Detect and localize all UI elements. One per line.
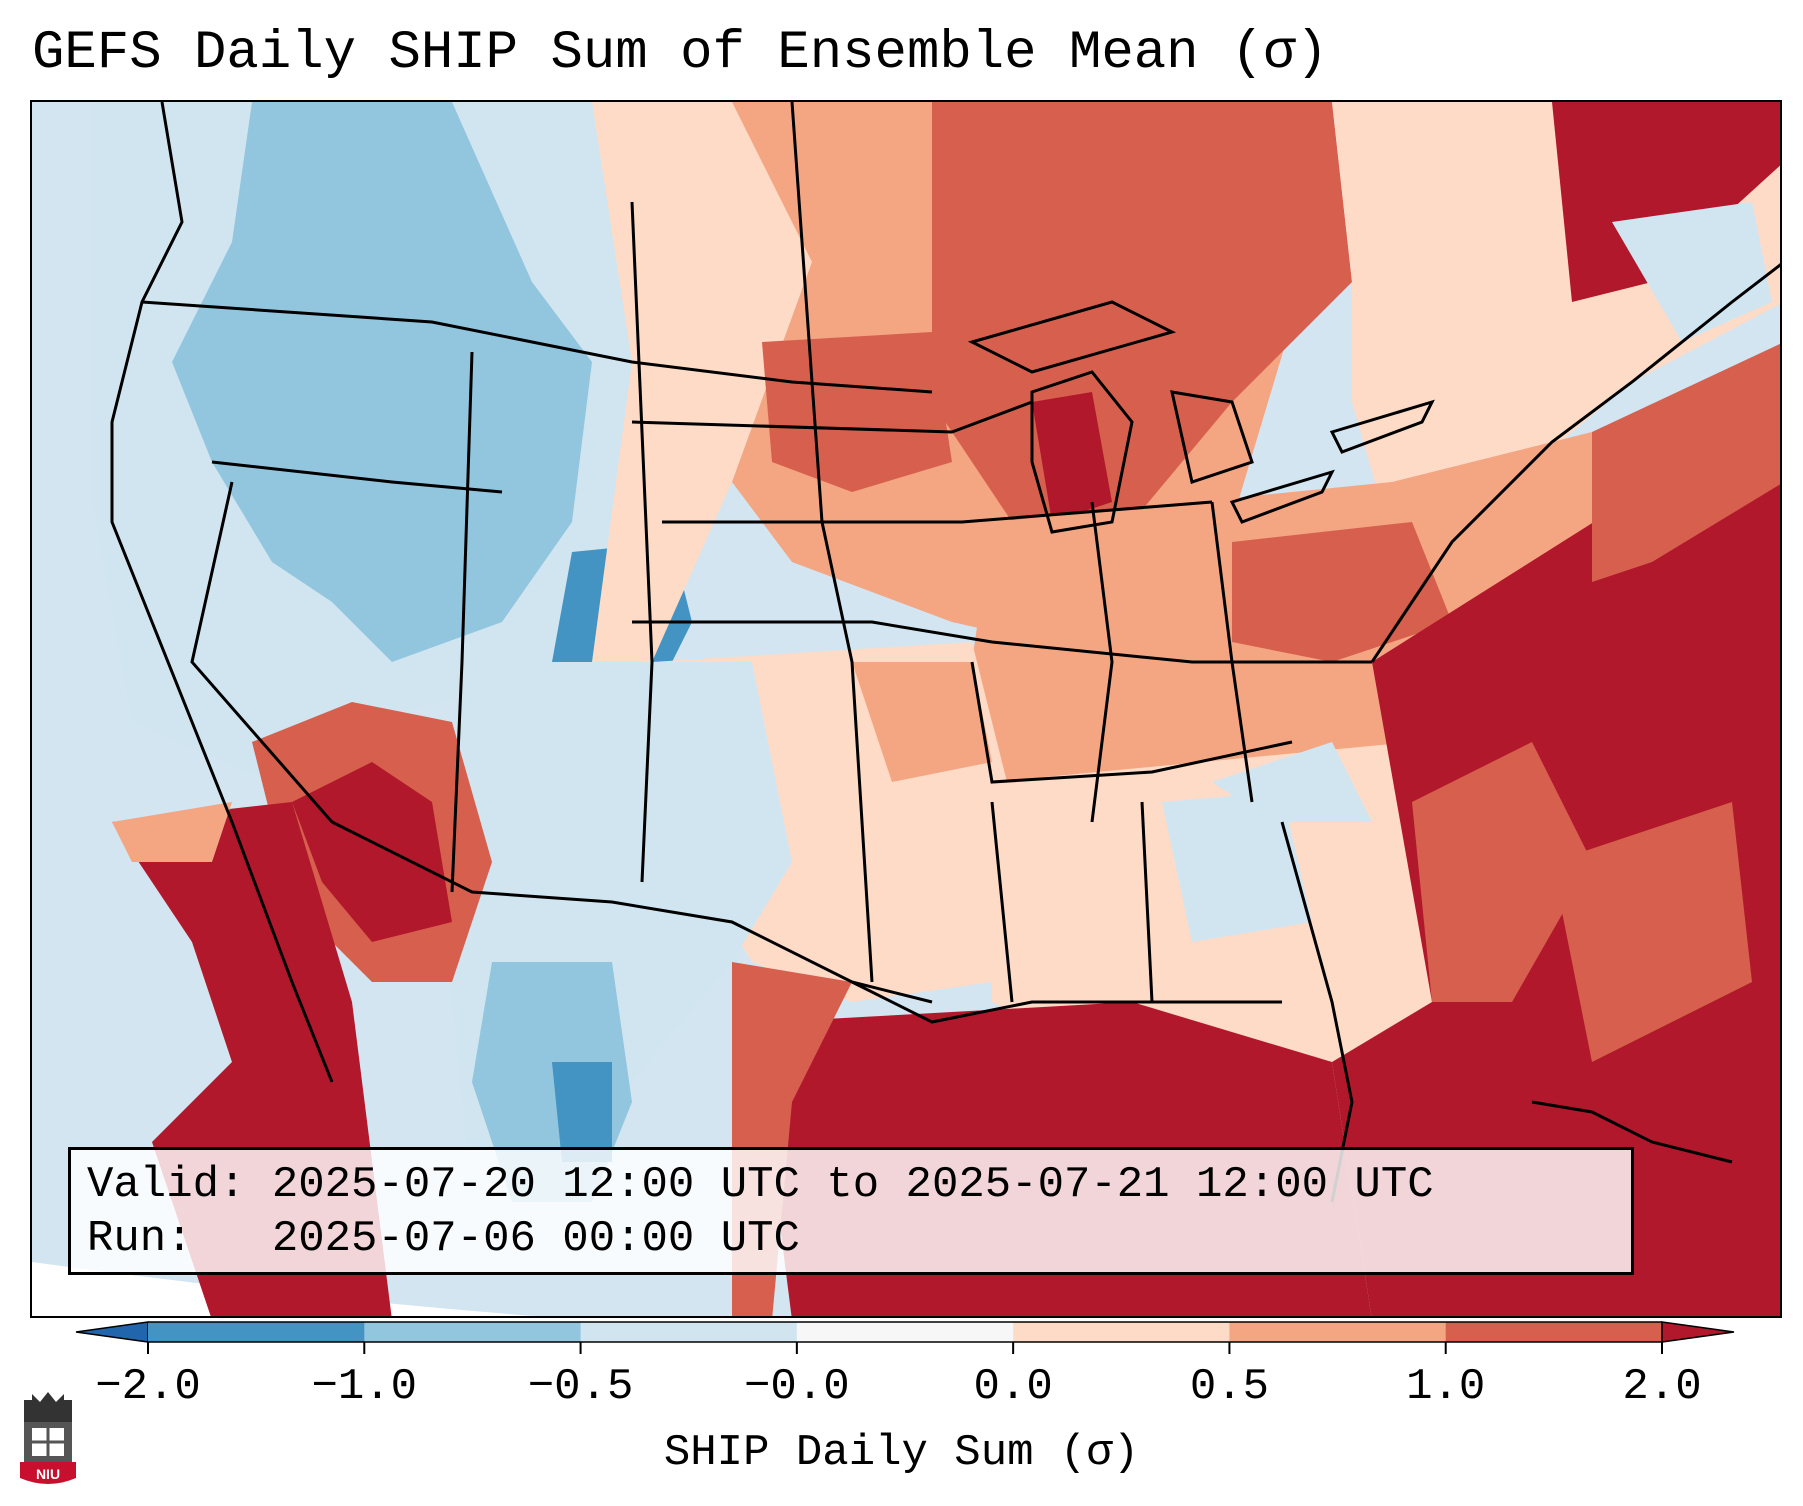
border-south-states: [970, 661, 1293, 784]
region-baja-west: [112, 802, 232, 862]
colorbar-tick-label: 0.0: [973, 1362, 1053, 1412]
chart-title: GEFS Daily SHIP Sum of Ensemble Mean (σ): [32, 23, 1329, 84]
border-ut-co: [450, 351, 474, 893]
region-maritimes: [1612, 202, 1772, 342]
valid-run-info-box: Valid: 2025-07-20 12:00 UTC to 2025-07-2…: [68, 1147, 1634, 1275]
border-ne-sd: [631, 400, 1033, 434]
region-georgia: [1162, 792, 1312, 942]
caribbean-islands: [1531, 1100, 1733, 1164]
border-al-ga: [1140, 801, 1154, 1003]
border-ks-ne: [662, 500, 1213, 524]
colorbar-tick-label: 0.5: [1189, 1362, 1270, 1412]
lake-ontario-outline: [1329, 399, 1435, 454]
valid-value: 2025-07-20 12:00 UTC to 2025-07-21 12:00…: [271, 1160, 1434, 1210]
logo-window-bars: [32, 1428, 64, 1456]
region-gulf-st-lawrence: [1552, 102, 1780, 302]
colorbar-tick-label: 2.0: [1622, 1362, 1702, 1412]
gulf-coastline: [851, 980, 1282, 1024]
border-ok-ks: [632, 620, 1372, 664]
border-ms-al: [990, 801, 1014, 1003]
political-boundaries: [110, 102, 1780, 1203]
colorbar-segment: [796, 1322, 1014, 1342]
region-lake-michigan: [1032, 392, 1112, 522]
border-ca-nv: [190, 481, 334, 823]
border-oh-wv: [1210, 501, 1254, 803]
colorbar-segment: [364, 1322, 582, 1342]
colorbar: [75, 1321, 1735, 1354]
conus-ship-map: [32, 102, 1780, 1316]
niu-logo: NIU: [20, 1392, 76, 1484]
valid-label: Valid:: [87, 1160, 246, 1210]
border-canada-approx: [141, 300, 933, 394]
lake-huron-outline: [1170, 390, 1254, 484]
run-label: Run:: [87, 1214, 193, 1264]
colorbar-under-arrow: [75, 1321, 149, 1343]
logo-text: NIU: [36, 1466, 60, 1482]
map-panel: Valid: 2025-07-20 12:00 UTC to 2025-07-2…: [30, 100, 1782, 1318]
colorbar-outline: [148, 1321, 1662, 1343]
colorbar-segments: [75, 1321, 1735, 1343]
region-sonora: [292, 762, 452, 942]
region-chihuahua-core: [552, 1062, 612, 1162]
logo-tower-top: [24, 1392, 72, 1422]
colorbar-segment: [1229, 1322, 1447, 1342]
lake-erie-outline: [1229, 469, 1335, 524]
run-value: 2025-07-06 00:00 UTC: [271, 1214, 800, 1264]
colorbar-segment: [580, 1322, 798, 1342]
region-kansas: [852, 662, 992, 782]
field-regions: [32, 102, 1780, 1316]
colorbar-ticks: [147, 1342, 1663, 1354]
colorbar-segment: [1445, 1322, 1663, 1342]
lake-michigan-outline: [1030, 370, 1134, 534]
colorbar-over-arrow: [1661, 1321, 1735, 1343]
lake-superior-outline: [967, 300, 1177, 374]
colorbar-tick-label: −1.0: [311, 1362, 418, 1412]
border-or-ca: [211, 460, 503, 494]
region-new-england-coast: [1592, 343, 1780, 582]
region-carolina-coast: [1412, 742, 1592, 1002]
region-dakotas: [762, 332, 952, 492]
colorbar-tick-label: −0.5: [527, 1362, 634, 1412]
pacific-coastline: [110, 102, 334, 1083]
colorbar-tick-label: −0.0: [744, 1362, 850, 1412]
atlantic-coastline: [1370, 263, 1780, 663]
border-co-ks: [630, 201, 654, 883]
logo-shield: [20, 1462, 76, 1484]
border-mo-river: [790, 102, 874, 983]
border-il-in: [1090, 501, 1114, 823]
colorbar-label: SHIP Daily Sum (σ): [663, 1428, 1140, 1478]
colorbar-tick-label: −2.0: [95, 1362, 201, 1412]
border-mexico: [331, 820, 933, 1004]
colorbar-segment: [1013, 1322, 1230, 1342]
region-intermountain: [172, 102, 592, 662]
colorbar-tick-label: 1.0: [1406, 1362, 1486, 1412]
colorbar-segment: [148, 1322, 365, 1342]
region-atlantic-mid: [1552, 802, 1752, 1062]
